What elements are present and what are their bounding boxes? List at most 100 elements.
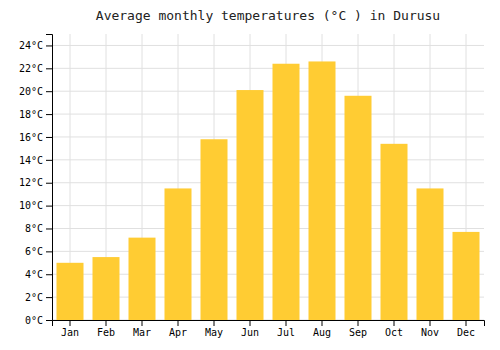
tick: Nov — [421, 320, 439, 338]
y-axis: 0°C 2°C 4°C 6°C 8°C 10°C 12°C 14°C 16°C 18°C 20°C 2… — [19, 35, 53, 326]
grid — [52, 34, 484, 320]
x-axis: Jan Feb Mar Apr May Jun Jul Aug Sep Oct Nov Dec — [53, 320, 485, 338]
bar — [237, 90, 264, 320]
bar — [273, 64, 300, 320]
tick-mark — [46, 45, 52, 46]
bar — [57, 263, 84, 320]
tick: 2°C — [25, 292, 52, 303]
tick-label: 22°C — [19, 63, 43, 74]
tick-label: 24°C — [19, 40, 43, 51]
tick: 20°C — [19, 86, 52, 97]
tick-label: 12°C — [19, 177, 43, 188]
tick: Jan — [61, 320, 79, 338]
tick-label: Jun — [241, 327, 259, 338]
tick: 14°C — [19, 155, 52, 166]
tick-mark — [178, 320, 179, 326]
bars — [57, 61, 480, 320]
tick-label: Mar — [133, 327, 151, 338]
tick-label: 14°C — [19, 155, 43, 166]
tick: 6°C — [25, 246, 52, 257]
tick-label: 10°C — [19, 200, 43, 211]
bar — [165, 188, 192, 320]
chart: Jan Feb Mar Apr May Jun Jul Aug Sep Oct Nov Dec 0°C 2… — [0, 0, 500, 350]
bar — [201, 139, 228, 320]
tick-label: Dec — [457, 327, 475, 338]
bar — [93, 257, 120, 320]
tick: Sep — [349, 320, 367, 338]
tick-label: 16°C — [19, 132, 43, 143]
tick-label: Sep — [349, 327, 367, 338]
tick-mark — [394, 320, 395, 326]
tick: Oct — [385, 320, 403, 338]
tick: 24°C — [19, 40, 52, 51]
grid-line — [52, 182, 484, 183]
grid-line — [52, 91, 484, 92]
tick: 16°C — [19, 132, 52, 143]
tick: 4°C — [25, 269, 52, 280]
tick-mark — [142, 320, 143, 326]
tick-mark — [286, 320, 287, 326]
tick-mark — [358, 320, 359, 326]
tick-mark — [70, 320, 71, 326]
grid-line — [52, 136, 484, 137]
title: Average monthly temperatures (°C ) in Du… — [96, 8, 440, 23]
tick-label: May — [205, 327, 223, 338]
grid-line — [52, 45, 484, 46]
bar — [345, 96, 372, 320]
tick: May — [205, 320, 223, 338]
tick-mark — [46, 251, 52, 252]
tick-mark — [46, 206, 52, 207]
tick: 8°C — [25, 223, 52, 234]
tick-mark — [46, 68, 52, 69]
bar — [381, 144, 408, 320]
tick-label: Aug — [313, 327, 331, 338]
tick-label: Oct — [385, 327, 403, 338]
tick: Dec — [457, 320, 475, 338]
tick-label: 18°C — [19, 109, 43, 120]
tick-mark — [430, 320, 431, 326]
tick-label: Nov — [421, 327, 439, 338]
tick-mark — [322, 320, 323, 326]
tick-label: Jan — [61, 327, 79, 338]
tick-mark — [46, 91, 52, 92]
tick-label: Feb — [97, 327, 115, 338]
tick: Apr — [169, 320, 187, 338]
axis-line — [46, 35, 53, 321]
tick-mark — [46, 320, 52, 321]
tick: Mar — [133, 320, 151, 338]
bar — [453, 232, 480, 320]
tick-mark — [46, 228, 52, 229]
tick: 10°C — [19, 200, 52, 211]
tick-label: Jul — [277, 327, 295, 338]
tick: Feb — [97, 320, 115, 338]
tick-mark — [46, 297, 52, 298]
tick-mark — [46, 183, 52, 184]
tick-label: 0°C — [25, 315, 43, 326]
tick-mark — [46, 274, 52, 275]
bar — [129, 238, 156, 320]
grid-line — [52, 114, 484, 115]
grid-line — [52, 68, 484, 69]
tick-label: 8°C — [25, 223, 43, 234]
tick-mark — [46, 160, 52, 161]
tick: 22°C — [19, 63, 52, 74]
tick: Jul — [277, 320, 295, 338]
tick-mark — [466, 320, 467, 326]
grid-line — [52, 159, 484, 160]
tick-mark — [46, 114, 52, 115]
bar — [417, 188, 444, 320]
bar — [309, 61, 336, 320]
tick: Aug — [313, 320, 331, 338]
tick-label: 2°C — [25, 292, 43, 303]
tick-mark — [46, 137, 52, 138]
tick-label: 6°C — [25, 246, 43, 257]
tick-label: Apr — [169, 327, 187, 338]
tick: 12°C — [19, 177, 52, 188]
tick-mark — [250, 320, 251, 326]
tick-mark — [214, 320, 215, 326]
tick-mark — [106, 320, 107, 326]
tick-label: 20°C — [19, 86, 43, 97]
tick: 0°C — [25, 315, 52, 326]
tick: 18°C — [19, 109, 52, 120]
tick: Jun — [241, 320, 259, 338]
